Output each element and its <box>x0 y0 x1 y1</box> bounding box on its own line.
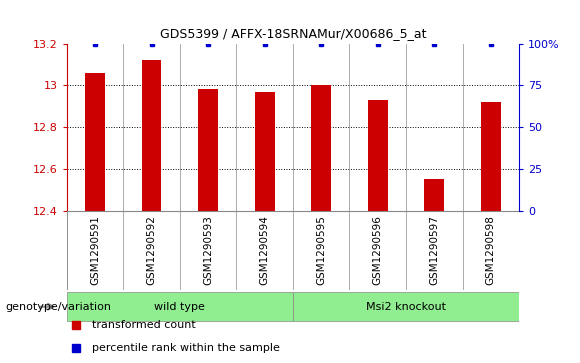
Bar <box>85 73 105 211</box>
Bar <box>255 91 274 211</box>
Bar <box>293 292 519 322</box>
Bar <box>198 89 218 211</box>
Text: transformed count: transformed count <box>92 321 195 330</box>
Text: GSM1290591: GSM1290591 <box>90 216 100 285</box>
Text: GSM1290597: GSM1290597 <box>429 216 439 285</box>
Text: GSM1290595: GSM1290595 <box>316 216 326 285</box>
Bar <box>368 100 387 211</box>
Bar <box>481 102 501 211</box>
Bar <box>142 60 161 211</box>
Text: GSM1290594: GSM1290594 <box>260 216 270 285</box>
Text: GSM1290592: GSM1290592 <box>147 216 157 285</box>
Title: GDS5399 / AFFX-18SRNAMur/X00686_5_at: GDS5399 / AFFX-18SRNAMur/X00686_5_at <box>160 26 426 40</box>
Text: GSM1290596: GSM1290596 <box>373 216 383 285</box>
Bar <box>311 85 331 211</box>
Bar <box>425 179 444 211</box>
Text: GSM1290593: GSM1290593 <box>203 216 213 285</box>
Text: wild type: wild type <box>154 302 205 312</box>
Text: percentile rank within the sample: percentile rank within the sample <box>92 343 280 352</box>
Text: GSM1290598: GSM1290598 <box>486 216 496 285</box>
Text: Msi2 knockout: Msi2 knockout <box>366 302 446 312</box>
Bar <box>67 292 293 322</box>
Text: genotype/variation: genotype/variation <box>6 302 112 312</box>
